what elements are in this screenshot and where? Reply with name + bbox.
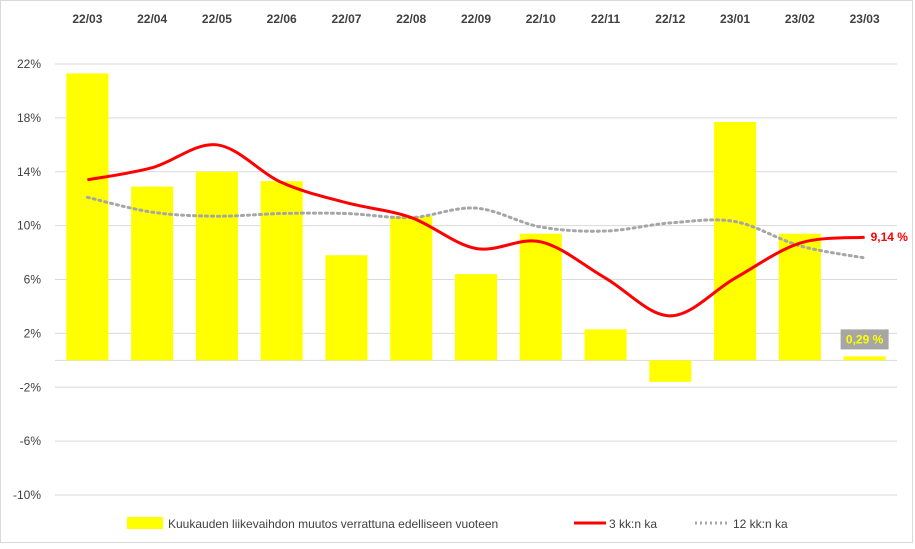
category-label: 22/08 [396,12,426,26]
legend-swatch-bar [127,517,163,529]
line-12kk [85,195,867,260]
y-tick-label: 22% [17,57,41,71]
y-tick-label: -6% [20,434,42,448]
legend-label-12kk: 12 kk:n ka [733,517,788,531]
legend-label-bar: Kuukauden liikevaihdon muutos verrattuna… [168,517,498,531]
category-label: 22/03 [72,12,102,26]
line-end-label: 9,14 % [871,230,909,244]
y-tick-label: -2% [20,380,42,394]
bar-series [66,73,886,382]
category-label: 23/02 [785,12,815,26]
category-label: 23/03 [850,12,880,26]
y-tick-label: 6% [24,273,42,287]
category-label: 22/06 [267,12,297,26]
line-3kk [87,143,865,318]
y-tick-label: 10% [17,219,41,233]
bar [584,329,627,361]
legend-label-3kk: 3 kk:n ka [609,517,657,531]
bar-value-label: 0,29 % [846,332,884,346]
bar-value-label-bg [840,329,889,350]
annotations: 0,29 % 9,14 % [840,230,909,350]
category-label: 23/01 [720,12,750,26]
category-labels: 22/03 22/04 22/05 22/06 22/07 22/08 22/09 22/10… [72,12,880,26]
bar [649,360,692,382]
bar [390,216,433,361]
category-label: 22/07 [331,12,361,26]
y-tick-label: 18% [17,111,41,125]
category-label: 22/05 [202,12,232,26]
category-label: 22/09 [461,12,491,26]
category-label: 22/11 [591,12,621,26]
bar [714,121,757,361]
y-tick-label: 14% [17,165,41,179]
category-label: 22/12 [655,12,685,26]
bar [519,233,562,361]
y-tick-label: -10% [13,488,41,502]
category-label: 22/10 [526,12,556,26]
legend: Kuukauden liikevaihdon muutos verrattuna… [127,517,788,531]
y-tick-label: 2% [24,326,42,340]
bar [195,171,238,361]
bar [325,255,368,361]
line-series [85,143,867,318]
bar [454,274,498,361]
bar [778,233,821,361]
bar [66,73,109,361]
bar [260,181,303,361]
bar [843,356,886,361]
category-label: 22/04 [137,12,167,26]
y-axis-ticks: 22% 18% 14% 10% 6% 2% -2% -6% -10% [13,57,41,502]
bar [131,186,174,361]
